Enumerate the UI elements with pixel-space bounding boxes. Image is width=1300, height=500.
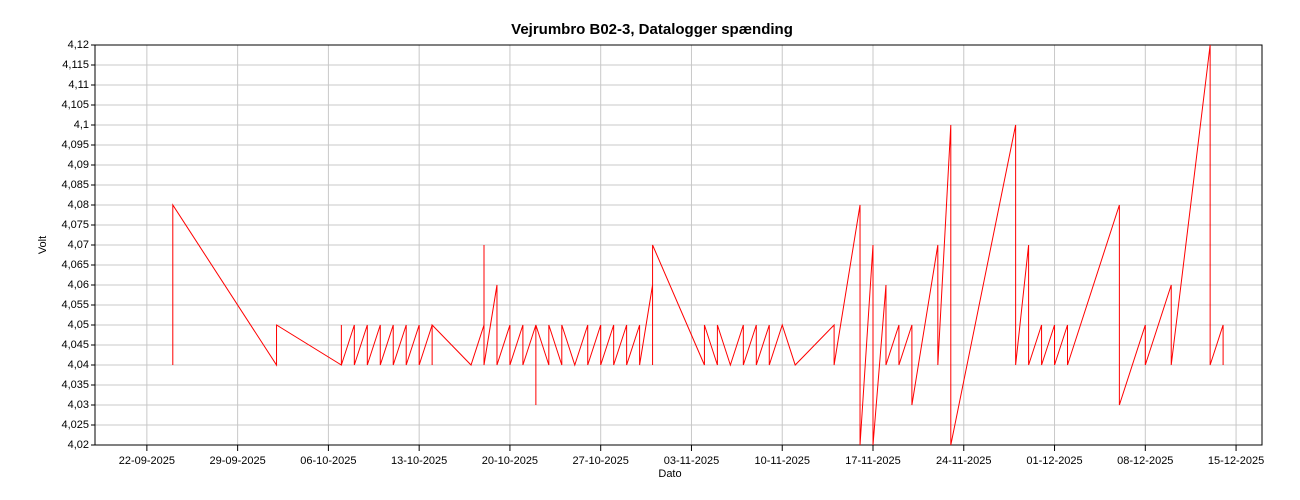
- x-tick-label: 03-11-2025: [664, 455, 719, 467]
- y-tick-label: 4,095: [61, 139, 89, 151]
- x-tick-label: 06-10-2025: [300, 455, 356, 467]
- x-axis-label: Dato: [658, 468, 681, 480]
- y-tick-label: 4,045: [61, 339, 89, 351]
- y-tick-label: 4,09: [68, 159, 89, 171]
- y-axis-label: Volt: [37, 236, 49, 254]
- data-line: [172, 44, 1224, 446]
- x-tick-label: 13-10-2025: [391, 455, 447, 467]
- y-tick-label: 4,06: [68, 279, 89, 291]
- y-tick-label: 4,02: [68, 439, 89, 451]
- y-tick-label: 4,04: [68, 359, 89, 371]
- x-tick-label: 27-10-2025: [573, 455, 629, 467]
- y-tick-label: 4,05: [68, 319, 89, 331]
- chart-title: Vejrumbro B02-3, Datalogger spænding: [511, 21, 793, 38]
- y-tick-label: 4,085: [61, 179, 89, 191]
- x-tick-label: 17-11-2025: [845, 455, 900, 467]
- y-tick-label: 4,065: [61, 259, 89, 271]
- y-tick-label: 4,115: [62, 59, 89, 71]
- y-tick-label: 4,105: [61, 99, 89, 111]
- x-tick-label: 24-11-2025: [936, 455, 991, 467]
- x-tick-label: 01-12-2025: [1026, 455, 1082, 467]
- x-tick-label: 29-09-2025: [209, 455, 265, 467]
- y-tick-label: 4,1: [74, 119, 89, 131]
- x-tick-label: 08-12-2025: [1117, 455, 1173, 467]
- y-tick-label: 4,055: [61, 299, 89, 311]
- x-tick-label: 22-09-2025: [119, 455, 175, 467]
- y-tick-label: 4,035: [61, 379, 89, 391]
- y-tick-label: 4,11: [68, 79, 89, 91]
- y-tick-label: 4,075: [61, 219, 89, 231]
- x-tick-label: 15-12-2025: [1208, 455, 1264, 467]
- y-tick-label: 4,025: [61, 419, 89, 431]
- x-tick-label: 10-11-2025: [755, 455, 810, 467]
- y-tick-label: 4,08: [68, 199, 89, 211]
- y-tick-label: 4,12: [68, 39, 89, 51]
- y-tick-label: 4,07: [68, 239, 89, 251]
- y-tick-label: 4,03: [68, 399, 89, 411]
- x-tick-label: 20-10-2025: [482, 455, 538, 467]
- plot-frame: [94, 44, 1263, 446]
